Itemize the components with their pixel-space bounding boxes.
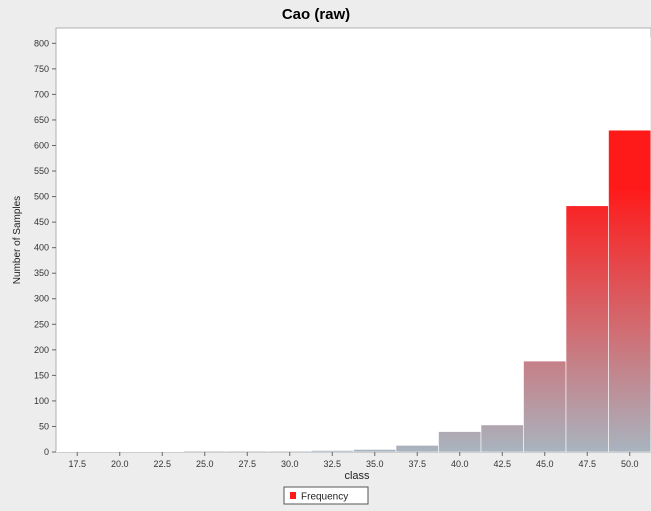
y-tick-label: 250 — [34, 319, 49, 329]
y-tick-label: 750 — [34, 64, 49, 74]
x-tick-label: 27.5 — [238, 459, 256, 469]
histogram-bar — [439, 432, 482, 452]
y-tick-label: 50 — [39, 421, 49, 431]
legend-swatch — [290, 492, 296, 499]
x-tick-label: 25.0 — [196, 459, 214, 469]
y-tick-label: 100 — [34, 396, 49, 406]
histogram-bar — [396, 445, 439, 452]
chart-title: Cao (raw) — [282, 6, 350, 23]
y-tick-label: 0 — [44, 447, 49, 457]
y-tick-label: 500 — [34, 192, 49, 202]
x-axis: 17.5 20.0 22.5 25.0 27.5 30.0 32.5 35.0 37.5 40.0… — [68, 452, 638, 469]
y-tick-label: 650 — [34, 115, 49, 125]
y-tick-label: 600 — [34, 140, 49, 150]
histogram-bar — [269, 451, 312, 452]
histogram-bar — [609, 130, 651, 452]
histogram-bar — [141, 451, 184, 452]
x-tick-label: 32.5 — [323, 459, 341, 469]
x-tick-label: 45.0 — [536, 459, 554, 469]
x-tick-label: 47.5 — [578, 459, 596, 469]
y-axis-label: Number of Samples — [12, 196, 23, 284]
y-tick-label: 200 — [34, 345, 49, 355]
y-tick-label: 450 — [34, 217, 49, 227]
x-tick-label: 20.0 — [111, 459, 129, 469]
y-tick-label: 400 — [34, 243, 49, 253]
x-tick-label: 35.0 — [366, 459, 384, 469]
x-tick-label: 22.5 — [153, 459, 171, 469]
histogram-bar — [524, 361, 567, 452]
histogram-bar — [566, 206, 609, 452]
histogram-bar — [56, 451, 99, 452]
histogram-bar — [99, 451, 142, 452]
x-tick-label: 37.5 — [408, 459, 426, 469]
x-axis-label: class — [344, 470, 370, 482]
legend: Frequency — [284, 487, 368, 504]
y-tick-label: 550 — [34, 166, 49, 176]
histogram-bar — [226, 451, 269, 452]
histogram-bar — [184, 451, 227, 452]
legend-label: Frequency — [301, 492, 348, 503]
histogram-bar — [311, 450, 354, 452]
x-tick-label: 40.0 — [451, 459, 469, 469]
y-tick-label: 350 — [34, 268, 49, 278]
x-tick-label: 17.5 — [68, 459, 86, 469]
histogram-bar — [481, 425, 524, 452]
y-tick-label: 800 — [34, 38, 49, 48]
x-tick-label: 50.0 — [621, 459, 639, 469]
histogram-bar — [354, 449, 397, 452]
y-tick-label: 700 — [34, 89, 49, 99]
y-tick-label: 300 — [34, 294, 49, 304]
y-axis: 0 50 100 150 200 250 300 350 400 450 500 550 600 650 7… — [34, 38, 56, 457]
x-tick-label: 42.5 — [493, 459, 511, 469]
x-tick-label: 30.0 — [281, 459, 299, 469]
y-tick-label: 150 — [34, 370, 49, 380]
